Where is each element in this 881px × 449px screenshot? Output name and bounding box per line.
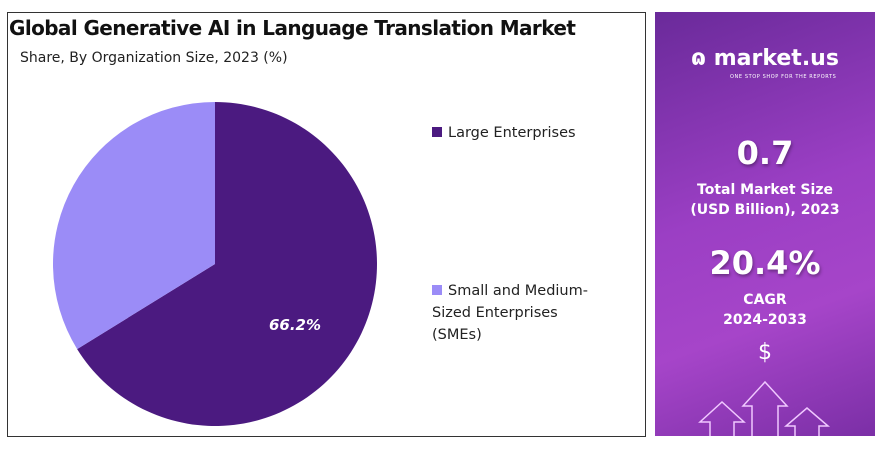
dollar-icon: $ — [758, 340, 772, 365]
slice-label-large-enterprises: 66.2% — [269, 316, 321, 334]
legend-swatch — [432, 285, 442, 295]
market-size-value: 0.7 — [736, 134, 794, 172]
slice-large-enterprises — [77, 102, 378, 427]
growth-arrows-icon — [698, 380, 831, 436]
logo-icon: ɷ — [691, 46, 707, 71]
chart-title: Global Generative AI in Language Transla… — [9, 16, 576, 40]
legend-item-smes: Small and Medium- Sized Enterprises (SME… — [432, 283, 588, 343]
brand-tagline: ONE STOP SHOP FOR THE REPORTS — [730, 74, 837, 80]
legend-item-large-enterprises: Large Enterprises — [432, 122, 576, 144]
market-size-label: Total Market Size (USD Billion), 2023 — [690, 182, 840, 218]
slice-smes — [53, 102, 215, 350]
brand-logo: ɷ market.us — [691, 46, 839, 71]
cagr-value: 20.4% — [709, 244, 821, 282]
cagr-label: CAGR 2024-2033 — [723, 292, 807, 328]
chart-subtitle: Share, By Organization Size, 2023 (%) — [20, 50, 288, 66]
legend-swatch — [432, 127, 442, 137]
pie-chart: 66.2% — [53, 102, 378, 427]
summary-sidebar: ɷ market.us ONE STOP SHOP FOR THE REPORT… — [655, 12, 875, 436]
